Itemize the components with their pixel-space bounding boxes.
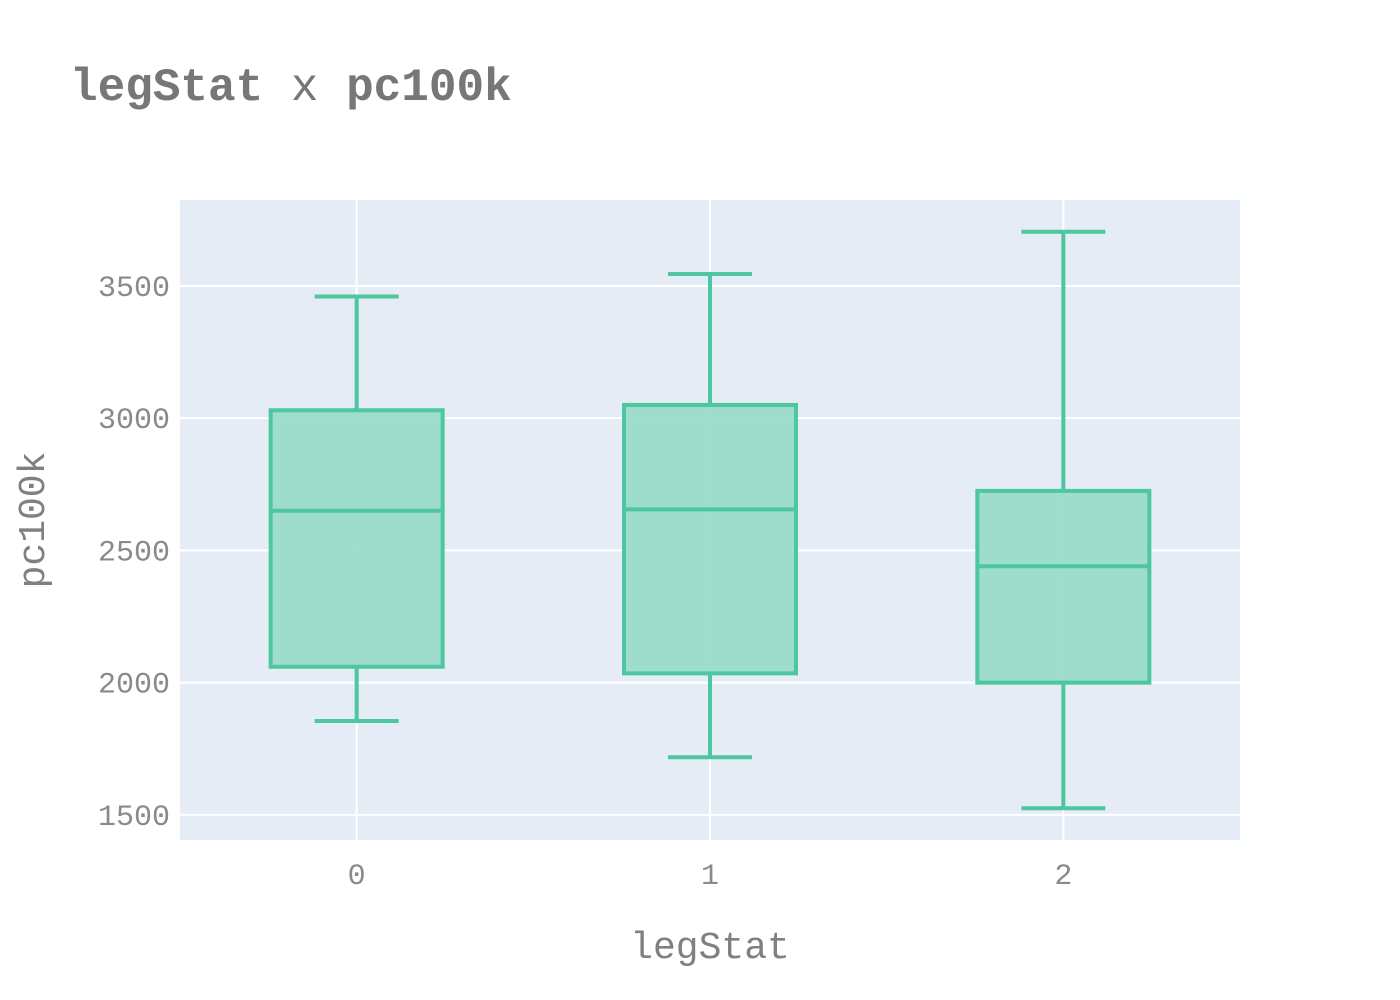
y-axis-ticks: 1500 2000 2500 3000 3500 [98, 272, 170, 835]
y-tick-label-2500: 2500 [98, 536, 170, 570]
x-axis-ticks: 0 1 2 [348, 860, 1073, 894]
iqr-box-2 [975, 488, 1152, 685]
y-tick-label-3000: 3000 [98, 404, 170, 438]
box-0 [268, 294, 445, 723]
title-part-1: x [263, 62, 346, 114]
box-1 [622, 272, 798, 760]
box-2 [975, 229, 1152, 811]
y-axis-title: pc100k [13, 452, 56, 589]
title-part-0: legStat [70, 62, 263, 114]
iqr-box-1 [622, 402, 798, 676]
x-axis-title: legStat [630, 927, 790, 970]
x-tick-label-1: 1 [701, 860, 719, 894]
chart-title: legStat x pc100k [70, 62, 512, 114]
iqr-box-0 [268, 408, 445, 669]
y-tick-label-1500: 1500 [98, 801, 170, 835]
y-tick-label-2000: 2000 [98, 669, 170, 703]
x-tick-label-0: 0 [348, 860, 366, 894]
title-part-2: pc100k [346, 62, 512, 114]
box-series [268, 229, 1152, 811]
y-tick-label-3500: 3500 [98, 272, 170, 306]
x-tick-label-2: 2 [1054, 860, 1072, 894]
